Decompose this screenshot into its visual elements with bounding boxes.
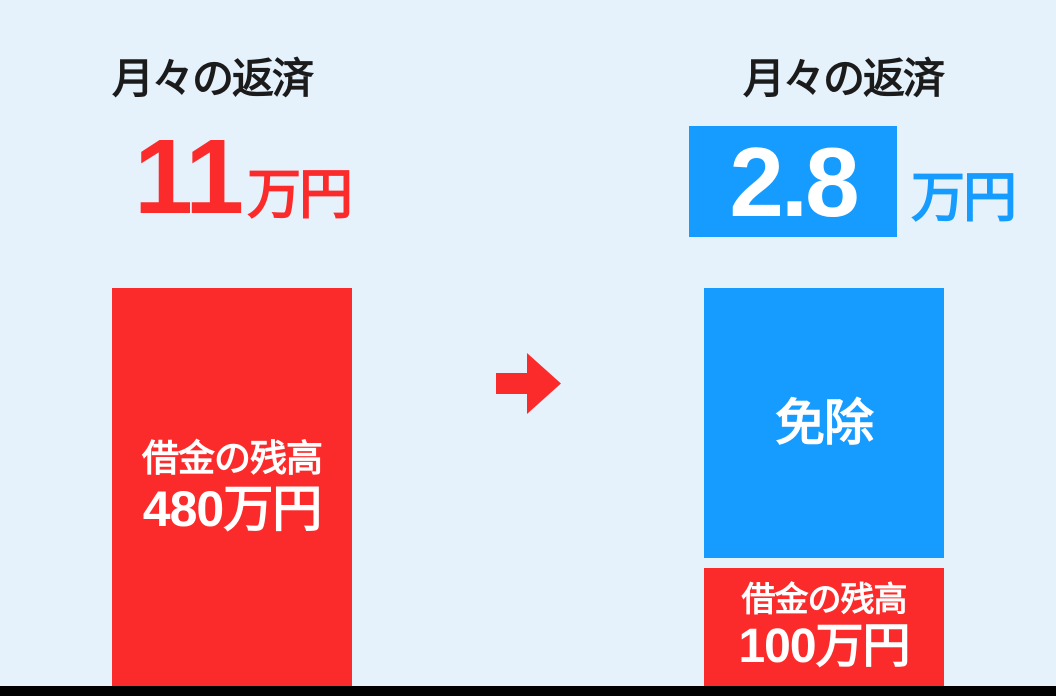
bottom-black-strip	[0, 686, 1056, 696]
after-waived-label: 免除	[775, 395, 874, 451]
before-monthly-amount: 11 万円	[134, 118, 353, 236]
after-remaining-amount: 100万円	[738, 620, 910, 673]
before-amount-value: 11	[134, 118, 244, 236]
after-remaining-debt-bar: 借金の残高 100万円	[704, 568, 944, 686]
before-debt-bar: 借金の残高 480万円	[112, 288, 352, 686]
after-monthly-amount: 2.8 万円	[689, 126, 1017, 237]
after-monthly-payment-title: 月々の返済	[743, 55, 945, 102]
before-debt-bar-amount: 480万円	[142, 480, 322, 537]
after-amount-highlight-box: 2.8	[689, 126, 897, 237]
after-amount-unit: 万円	[911, 168, 1017, 228]
after-waived-bar: 免除	[704, 288, 944, 558]
right-arrow-icon	[496, 353, 561, 414]
right-arrow-shape	[496, 353, 561, 414]
after-amount-value: 2.8	[729, 126, 859, 237]
after-remaining-label: 借金の残高	[741, 581, 908, 620]
before-debt-bar-label: 借金の残高	[142, 438, 323, 480]
before-amount-unit: 万円	[247, 165, 353, 225]
before-monthly-payment-title: 月々の返済	[112, 55, 314, 102]
